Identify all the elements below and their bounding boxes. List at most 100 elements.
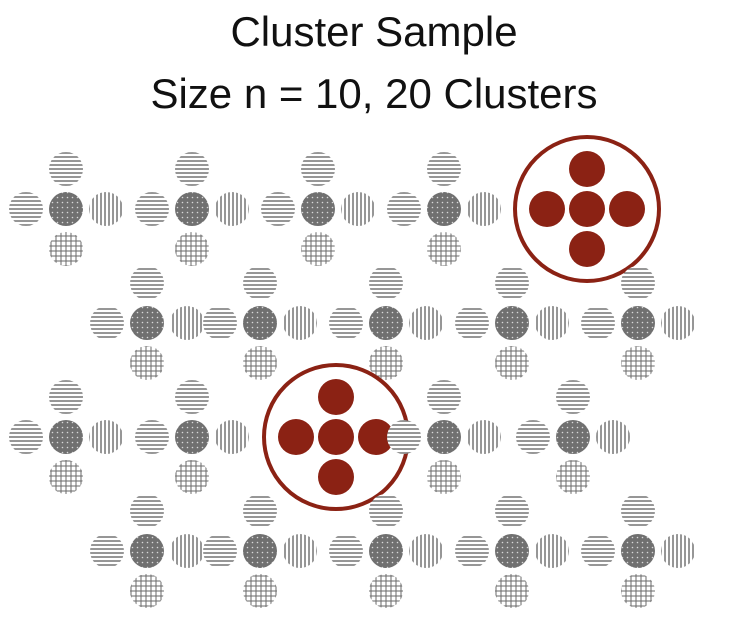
member-dot-bottom-grid bbox=[243, 346, 277, 380]
cluster bbox=[581, 494, 695, 608]
selected-member-dot bbox=[278, 419, 314, 455]
member-dot-right-vertical-lines bbox=[170, 306, 204, 340]
member-dot-top-horizontal-lines bbox=[621, 266, 655, 300]
cluster bbox=[329, 494, 443, 608]
member-dot-left-horizontal-lines bbox=[90, 306, 124, 340]
member-dot-right-vertical-lines bbox=[467, 192, 501, 226]
member-dot-center-dotted bbox=[301, 192, 335, 226]
member-dot-left-horizontal-lines bbox=[135, 420, 169, 454]
member-dot-left-horizontal-lines bbox=[203, 306, 237, 340]
member-dot-left-horizontal-lines bbox=[581, 306, 615, 340]
member-dot-bottom-grid bbox=[621, 346, 655, 380]
member-dot-bottom-grid bbox=[427, 460, 461, 494]
member-dot-right-vertical-lines bbox=[341, 192, 375, 226]
member-dot-left-horizontal-lines bbox=[581, 534, 615, 568]
member-dot-left-horizontal-lines bbox=[135, 192, 169, 226]
member-dot-right-vertical-lines bbox=[467, 420, 501, 454]
member-dot-right-vertical-lines bbox=[409, 534, 443, 568]
member-dot-top-horizontal-lines bbox=[130, 266, 164, 300]
member-dot-right-vertical-lines bbox=[170, 534, 204, 568]
member-dot-top-horizontal-lines bbox=[243, 266, 277, 300]
member-dot-bottom-grid bbox=[49, 232, 83, 266]
member-dot-top-horizontal-lines bbox=[130, 494, 164, 528]
cluster bbox=[581, 266, 695, 380]
member-dot-top-horizontal-lines bbox=[621, 494, 655, 528]
member-dot-top-horizontal-lines bbox=[427, 152, 461, 186]
member-dot-center-dotted bbox=[369, 306, 403, 340]
member-dot-left-horizontal-lines bbox=[261, 192, 295, 226]
cluster bbox=[203, 266, 317, 380]
member-dot-bottom-grid bbox=[495, 346, 529, 380]
cluster bbox=[135, 380, 249, 494]
member-dot-bottom-grid bbox=[621, 574, 655, 608]
cluster bbox=[455, 494, 569, 608]
member-dot-center-dotted bbox=[369, 534, 403, 568]
member-dot-bottom-grid bbox=[369, 346, 403, 380]
selected-member-dot bbox=[318, 419, 354, 455]
member-dot-right-vertical-lines bbox=[596, 420, 630, 454]
selected-member-dot bbox=[318, 379, 354, 415]
member-dot-left-horizontal-lines bbox=[329, 306, 363, 340]
selected-cluster bbox=[513, 135, 661, 283]
member-dot-center-dotted bbox=[243, 534, 277, 568]
member-dot-bottom-grid bbox=[175, 232, 209, 266]
member-dot-center-dotted bbox=[130, 306, 164, 340]
member-dot-bottom-grid bbox=[427, 232, 461, 266]
title-line-2: Size n = 10, 20 Clusters bbox=[150, 70, 598, 117]
member-dot-bottom-grid bbox=[130, 574, 164, 608]
member-dot-center-dotted bbox=[243, 306, 277, 340]
member-dot-bottom-grid bbox=[243, 574, 277, 608]
cluster bbox=[203, 494, 317, 608]
member-dot-top-horizontal-lines bbox=[495, 494, 529, 528]
member-dot-left-horizontal-lines bbox=[203, 534, 237, 568]
member-dot-left-horizontal-lines bbox=[329, 534, 363, 568]
member-dot-bottom-grid bbox=[130, 346, 164, 380]
member-dot-left-horizontal-lines bbox=[9, 420, 43, 454]
member-dot-top-horizontal-lines bbox=[427, 380, 461, 414]
member-dot-center-dotted bbox=[49, 420, 83, 454]
member-dot-right-vertical-lines bbox=[535, 306, 569, 340]
member-dot-bottom-grid bbox=[495, 574, 529, 608]
cluster bbox=[90, 494, 204, 608]
member-dot-right-vertical-lines bbox=[283, 534, 317, 568]
member-dot-bottom-grid bbox=[175, 460, 209, 494]
member-dot-center-dotted bbox=[175, 192, 209, 226]
cluster bbox=[455, 266, 569, 380]
cluster bbox=[90, 266, 204, 380]
member-dot-top-horizontal-lines bbox=[369, 494, 403, 528]
member-dot-left-horizontal-lines bbox=[516, 420, 550, 454]
member-dot-right-vertical-lines bbox=[89, 192, 123, 226]
member-dot-top-horizontal-lines bbox=[301, 152, 335, 186]
cluster bbox=[387, 380, 501, 494]
member-dot-top-horizontal-lines bbox=[495, 266, 529, 300]
member-dot-right-vertical-lines bbox=[409, 306, 443, 340]
member-dot-top-horizontal-lines bbox=[175, 152, 209, 186]
member-dot-center-dotted bbox=[556, 420, 590, 454]
cluster bbox=[9, 152, 123, 266]
member-dot-center-dotted bbox=[130, 534, 164, 568]
member-dot-right-vertical-lines bbox=[535, 534, 569, 568]
member-dot-center-dotted bbox=[621, 534, 655, 568]
member-dot-right-vertical-lines bbox=[661, 534, 695, 568]
member-dot-top-horizontal-lines bbox=[556, 380, 590, 414]
member-dot-center-dotted bbox=[495, 306, 529, 340]
member-dot-left-horizontal-lines bbox=[387, 420, 421, 454]
selected-member-dot bbox=[318, 459, 354, 495]
member-dot-top-horizontal-lines bbox=[49, 152, 83, 186]
selected-member-dot bbox=[569, 191, 605, 227]
member-dot-left-horizontal-lines bbox=[455, 306, 489, 340]
member-dot-left-horizontal-lines bbox=[90, 534, 124, 568]
member-dot-right-vertical-lines bbox=[283, 306, 317, 340]
cluster bbox=[135, 152, 249, 266]
member-dot-left-horizontal-lines bbox=[9, 192, 43, 226]
member-dot-bottom-grid bbox=[49, 460, 83, 494]
member-dot-top-horizontal-lines bbox=[175, 380, 209, 414]
member-dot-center-dotted bbox=[427, 192, 461, 226]
title-line-1: Cluster Sample bbox=[230, 8, 518, 55]
selected-cluster bbox=[262, 363, 410, 511]
cluster bbox=[329, 266, 443, 380]
selected-member-dot bbox=[358, 419, 394, 455]
member-dot-top-horizontal-lines bbox=[369, 266, 403, 300]
member-dot-left-horizontal-lines bbox=[387, 192, 421, 226]
